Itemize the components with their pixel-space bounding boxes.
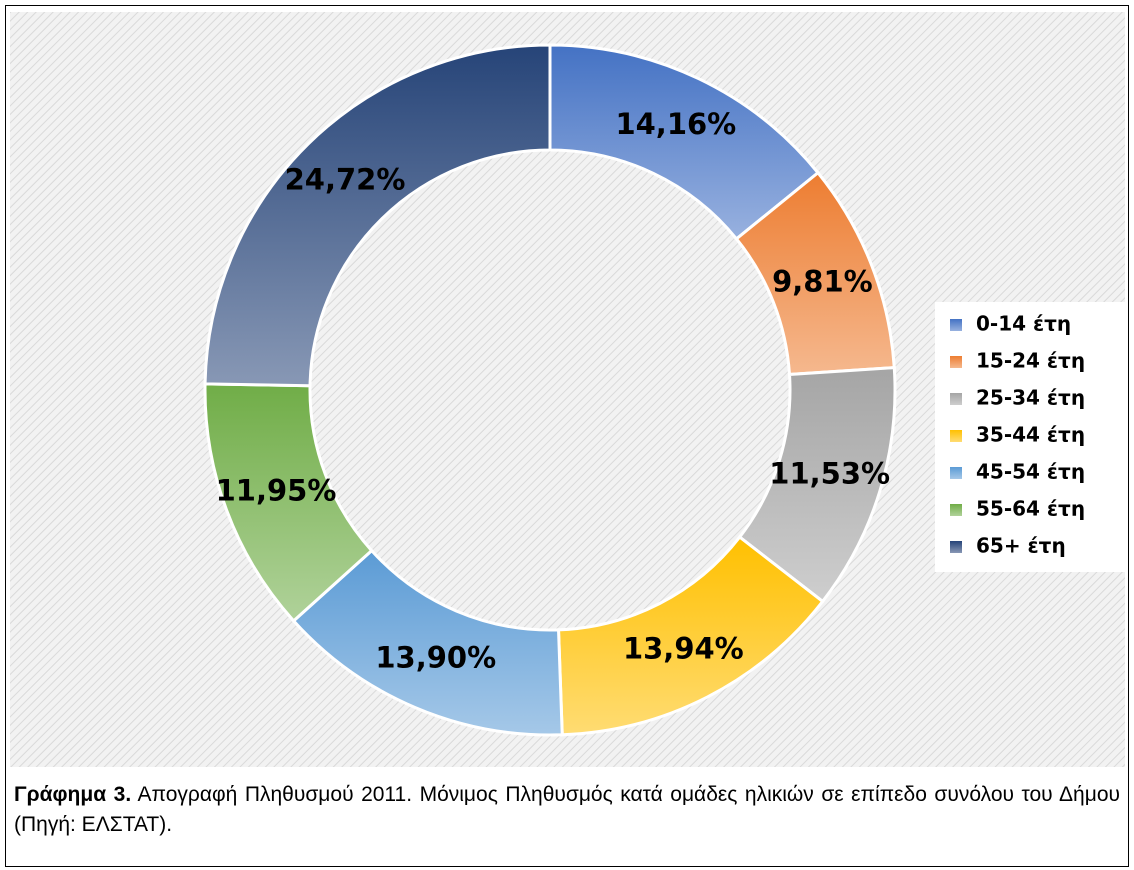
page-frame (5, 5, 1129, 867)
caption-text: Απογραφή Πληθυσμού 2011. Μόνιμος Πληθυσμ… (14, 783, 1120, 836)
legend-swatch (950, 541, 962, 553)
data-label: 13,90% (375, 640, 496, 674)
legend-label: 0-14 έτη (976, 312, 1071, 336)
legend-label: 65+ έτη (976, 534, 1066, 558)
donut-segment (203, 43, 552, 388)
legend-label: 45-54 έτη (976, 460, 1085, 484)
legend-swatch (950, 430, 962, 442)
legend-label: 25-34 έτη (976, 386, 1085, 410)
legend-label: 15-24 έτη (976, 349, 1085, 373)
caption-label: Γράφημα 3. (14, 783, 132, 806)
legend-swatch (950, 504, 962, 516)
legend-label: 35-44 έτη (976, 423, 1085, 447)
legend-swatch (950, 319, 962, 331)
data-label: 9,81% (772, 264, 873, 298)
legend-swatch (950, 467, 962, 479)
legend-swatch (950, 356, 962, 368)
caption: Γράφημα 3. Απογραφή Πληθυσμού 2011. Μόνι… (14, 780, 1120, 840)
data-label: 13,94% (623, 631, 744, 665)
legend-box (935, 302, 1125, 572)
data-label: 24,72% (285, 162, 406, 196)
data-label: 11,95% (216, 473, 337, 507)
legend-swatch (950, 393, 962, 405)
data-label: 11,53% (769, 457, 890, 491)
chart: 14,16% 9,81% 11,53% 13,94% 13,90% 11,95% 24,72… (10, 12, 1125, 767)
data-label: 14,16% (615, 107, 736, 141)
legend-label: 55-64 έτη (976, 497, 1085, 521)
